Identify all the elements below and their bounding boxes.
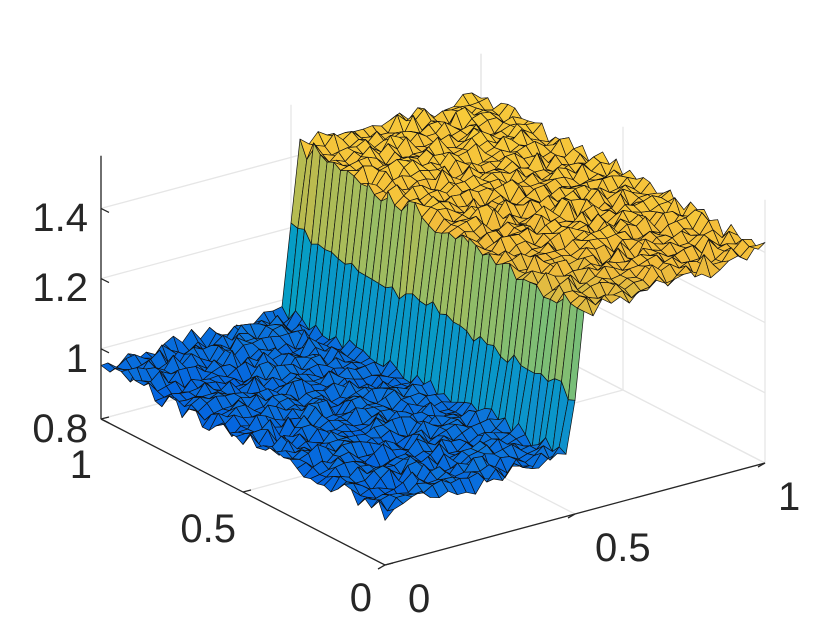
z-tick-label: 1 [66, 337, 88, 381]
z-tick-label: 1.4 [32, 196, 88, 240]
y-tick-mark [100, 416, 110, 420]
x-tick-mark [377, 564, 386, 570]
surface-cell [748, 242, 766, 250]
z-tick-mark [100, 207, 110, 213]
z-tick-mark [100, 278, 110, 284]
x-tick-label: 0.5 [595, 526, 651, 570]
z-tick-mark [100, 348, 110, 354]
y-tick-label: 0 [350, 576, 372, 620]
y-tick-mark [242, 489, 252, 493]
y-tick-mark [384, 562, 394, 566]
y-tick-label: 1 [70, 443, 92, 487]
x-tick-label: 1 [778, 475, 800, 519]
z-tick-label: 0.8 [32, 407, 88, 451]
axis-lines [100, 155, 766, 570]
z-tick-label: 1.2 [32, 266, 88, 310]
x-tick-mark [567, 513, 576, 519]
x-tick-mark [757, 462, 766, 468]
y-tick-label: 0.5 [180, 507, 236, 551]
x-tick-label: 0 [408, 577, 430, 621]
z-tick-mark [100, 418, 110, 424]
surface-mesh [100, 92, 766, 521]
